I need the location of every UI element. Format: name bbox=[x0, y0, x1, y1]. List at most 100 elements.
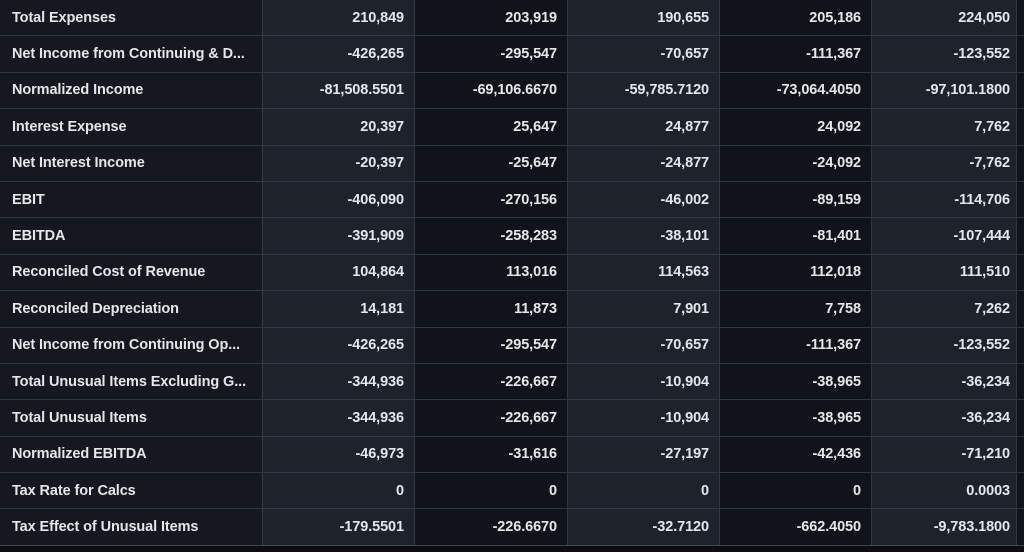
table-row[interactable]: Normalized EBITDA -46,973 -31,616 -27,19… bbox=[0, 436, 1024, 474]
row-value-5: -123,552 bbox=[872, 327, 1017, 363]
row-value-1: -344,936 bbox=[263, 400, 415, 436]
cutoff-column-sliver bbox=[1017, 254, 1024, 291]
cutoff-column-sliver bbox=[1017, 291, 1024, 327]
row-value-1: 0 bbox=[263, 473, 415, 509]
row-value-2: -226,667 bbox=[415, 400, 568, 436]
cutoff-column-sliver bbox=[1017, 436, 1024, 473]
row-value-2: -295,547 bbox=[415, 36, 568, 72]
row-value-5: -7,762 bbox=[872, 145, 1017, 181]
row-value-2: -25,647 bbox=[415, 145, 568, 181]
row-value-4: 0 bbox=[720, 473, 872, 509]
row-label: Net Income from Continuing & D... bbox=[0, 36, 263, 72]
row-value-3: -27,197 bbox=[568, 436, 720, 473]
cutoff-column-sliver bbox=[1017, 145, 1024, 181]
row-value-1: -46,973 bbox=[263, 436, 415, 473]
row-value-3: -32.7120 bbox=[568, 509, 720, 545]
row-value-2: -226,667 bbox=[415, 363, 568, 400]
row-value-3: -70,657 bbox=[568, 36, 720, 72]
row-label: Normalized Income bbox=[0, 72, 263, 109]
row-label: EBITDA bbox=[0, 218, 263, 254]
row-value-2: -270,156 bbox=[415, 181, 568, 218]
row-value-5: 224,050 bbox=[872, 0, 1017, 36]
row-value-4: -42,436 bbox=[720, 436, 872, 473]
row-value-3: -46,002 bbox=[568, 181, 720, 218]
row-value-5: -97,101.1800 bbox=[872, 72, 1017, 109]
table-row[interactable]: Total Unusual Items -344,936 -226,667 -1… bbox=[0, 400, 1024, 437]
row-value-1: -81,508.5501 bbox=[263, 72, 415, 109]
table-row[interactable]: Reconciled Depreciation 14,181 11,873 7,… bbox=[0, 291, 1024, 328]
row-value-2: 203,919 bbox=[415, 0, 568, 36]
row-value-3: -24,877 bbox=[568, 145, 720, 181]
row-value-5: -36,234 bbox=[872, 363, 1017, 400]
row-value-2: -226.6670 bbox=[415, 509, 568, 545]
table-row[interactable]: Tax Effect of Unusual Items -179.5501 -2… bbox=[0, 509, 1024, 546]
table-row[interactable]: Total Expenses 210,849 203,919 190,655 2… bbox=[0, 0, 1024, 37]
row-label: Net Income from Continuing Op... bbox=[0, 327, 263, 363]
row-label: Total Unusual Items Excluding G... bbox=[0, 363, 263, 400]
row-value-3: -70,657 bbox=[568, 327, 720, 363]
row-value-1: -20,397 bbox=[263, 145, 415, 181]
row-value-5: -36,234 bbox=[872, 400, 1017, 436]
cutoff-column-sliver bbox=[1017, 72, 1024, 109]
row-value-4: -111,367 bbox=[720, 327, 872, 363]
row-value-5: 111,510 bbox=[872, 254, 1017, 291]
row-value-5: 7,262 bbox=[872, 291, 1017, 327]
row-value-2: -31,616 bbox=[415, 436, 568, 473]
row-value-1: -426,265 bbox=[263, 327, 415, 363]
row-value-5: 7,762 bbox=[872, 109, 1017, 145]
row-label: Tax Rate for Calcs bbox=[0, 473, 263, 509]
table-row[interactable]: EBITDA -391,909 -258,283 -38,101 -81,401… bbox=[0, 218, 1024, 255]
row-value-3: -10,904 bbox=[568, 400, 720, 436]
table-row[interactable]: Total Unusual Items Excluding G... -344,… bbox=[0, 363, 1024, 401]
row-value-1: 210,849 bbox=[263, 0, 415, 36]
row-value-3: -38,101 bbox=[568, 218, 720, 254]
row-label: Tax Effect of Unusual Items bbox=[0, 509, 263, 545]
row-value-3: 7,901 bbox=[568, 291, 720, 327]
cutoff-column-sliver bbox=[1017, 509, 1024, 545]
row-value-2: 11,873 bbox=[415, 291, 568, 327]
row-label: Net Interest Income bbox=[0, 145, 263, 181]
cutoff-column-sliver bbox=[1017, 473, 1024, 509]
row-label: Reconciled Depreciation bbox=[0, 291, 263, 327]
table-row[interactable]: Net Income from Continuing & D... -426,2… bbox=[0, 36, 1024, 73]
table-row[interactable]: Reconciled Cost of Revenue 104,864 113,0… bbox=[0, 254, 1024, 292]
cutoff-column-sliver bbox=[1017, 327, 1024, 363]
cutoff-column-sliver bbox=[1017, 400, 1024, 436]
table-row[interactable]: Net Interest Income -20,397 -25,647 -24,… bbox=[0, 145, 1024, 182]
row-label: Reconciled Cost of Revenue bbox=[0, 254, 263, 291]
row-value-1: -426,265 bbox=[263, 36, 415, 72]
table-row[interactable]: Tax Rate for Calcs 0 0 0 0 0.0003 bbox=[0, 473, 1024, 510]
cutoff-column-sliver bbox=[1017, 109, 1024, 145]
table-row[interactable]: Normalized Income -81,508.5501 -69,106.6… bbox=[0, 72, 1024, 110]
row-label: Total Unusual Items bbox=[0, 400, 263, 436]
table-row[interactable]: EBIT -406,090 -270,156 -46,002 -89,159 -… bbox=[0, 181, 1024, 219]
row-value-2: 113,016 bbox=[415, 254, 568, 291]
row-value-4: -89,159 bbox=[720, 181, 872, 218]
row-label: EBIT bbox=[0, 181, 263, 218]
row-value-4: -662.4050 bbox=[720, 509, 872, 545]
row-value-3: -59,785.7120 bbox=[568, 72, 720, 109]
row-value-4: -38,965 bbox=[720, 400, 872, 436]
row-value-4: -73,064.4050 bbox=[720, 72, 872, 109]
row-value-1: -406,090 bbox=[263, 181, 415, 218]
row-value-1: -391,909 bbox=[263, 218, 415, 254]
row-value-2: -295,547 bbox=[415, 327, 568, 363]
row-value-2: -69,106.6670 bbox=[415, 72, 568, 109]
row-value-1: 14,181 bbox=[263, 291, 415, 327]
row-value-5: -123,552 bbox=[872, 36, 1017, 72]
row-value-5: -107,444 bbox=[872, 218, 1017, 254]
table-row[interactable]: Net Income from Continuing Op... -426,26… bbox=[0, 327, 1024, 364]
row-value-5: -114,706 bbox=[872, 181, 1017, 218]
row-value-2: 25,647 bbox=[415, 109, 568, 145]
row-value-3: 190,655 bbox=[568, 0, 720, 36]
cutoff-column-sliver bbox=[1017, 218, 1024, 254]
row-value-5: -9,783.1800 bbox=[872, 509, 1017, 545]
row-value-1: 104,864 bbox=[263, 254, 415, 291]
row-value-5: -71,210 bbox=[872, 436, 1017, 473]
row-value-4: 7,758 bbox=[720, 291, 872, 327]
table-row[interactable]: Interest Expense 20,397 25,647 24,877 24… bbox=[0, 109, 1024, 146]
row-value-4: 112,018 bbox=[720, 254, 872, 291]
cutoff-column-sliver bbox=[1017, 36, 1024, 72]
row-value-3: -10,904 bbox=[568, 363, 720, 400]
